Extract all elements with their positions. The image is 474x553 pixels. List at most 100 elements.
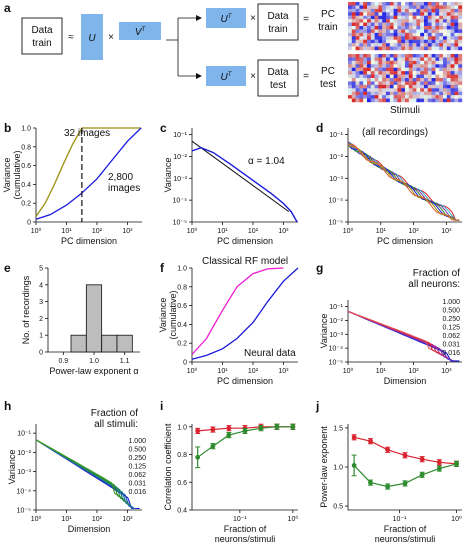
y-tick-label: 10⁻² [17,450,31,457]
y-tick-label: 10⁻² [329,154,343,161]
heatmap-cell [412,57,417,62]
heatmap-cell [416,84,421,89]
y-tick-label: 10⁻⁵ [17,508,31,515]
heatmap-cell [351,78,356,82]
heatmap-cell [416,91,421,96]
heatmap-cell [416,8,421,13]
heatmap-cell [374,71,379,75]
heatmap-cell [439,15,444,20]
fraction-curve [35,439,122,498]
heatmap-cell [374,22,379,27]
heatmap-cell [378,22,383,27]
heatmap-cell [412,54,417,58]
heatmap-cell [348,60,352,65]
heatmap-cell [424,67,428,72]
y-tick-label: 0.6 [21,163,31,170]
heatmap-cell [412,29,417,34]
heatmap-cell [393,29,398,34]
heatmap-cell [351,74,356,79]
heatmap-cell [458,8,463,13]
heatmap-cell [374,19,379,23]
heatmap-cell [359,39,364,44]
arrow-bottom [196,73,202,79]
heatmap-cell [439,36,444,40]
heatmap-cell [405,84,409,89]
heatmap-cell [405,88,409,92]
heatmap-cell [443,29,447,34]
heatmap-cell [401,57,406,62]
heatmap-cell [351,91,356,96]
heatmap-cell [424,43,428,47]
heatmap-cell [378,39,383,44]
heatmap-cell [370,5,375,10]
heatmap-cell [359,81,364,86]
annotation-32-images: 32 images [64,128,110,139]
heatmap-cell [435,39,440,44]
heatmap-cell [450,95,455,99]
axes-b: 10⁰ 10¹ 10² 10³ 0 0.2 0.4 0.6 0.8 1.0 PC dimension… [2,126,142,246]
heatmap-cell [427,32,432,37]
series-line-magenta [191,267,284,355]
heatmap-cell [405,91,409,96]
heatmap-cell [405,54,409,58]
heatmap-cell [408,84,413,89]
fraction-curve [35,439,134,509]
heatmap-cell [382,74,387,79]
heatmap-cell [454,95,459,99]
heatmap-cell [424,26,428,30]
heatmap-cell [363,64,368,68]
heatmap-cell [386,57,390,62]
data-train2-line2: train [268,24,287,35]
heatmap-cell [359,36,364,40]
y-tick-label: 0.8 [177,284,187,291]
heatmap-cell [378,91,383,96]
data-test-line2: test [270,80,286,91]
x-tick-label: 1.0 [89,358,99,365]
heatmap-cell [443,74,447,79]
heatmap-cell [420,67,425,72]
heatmap-cell [443,57,447,62]
heatmap-cell [378,5,383,10]
heatmap-cell [348,64,352,68]
heatmap-cell [367,57,371,62]
data-point [226,425,232,431]
heatmap-cell [370,71,375,75]
heatmap-cell [370,98,375,103]
heatmap-cell [374,15,379,20]
heatmap-cell [378,2,383,6]
heatmap-cell [378,84,383,89]
x-tick-label: 10¹ [376,368,387,375]
x-tick-label: 10⁰ [187,367,198,375]
data-point [454,461,459,467]
y-tick-label: 10⁻³ [17,469,31,476]
heatmap-cell [443,88,447,92]
heatmap-cell [446,81,451,86]
heatmap-cell [363,78,368,82]
heatmap-cell [386,91,390,96]
heatmap-cell [397,32,402,37]
heatmap-cell [412,88,417,92]
vt-label: VT [135,27,147,38]
heatmap-cell [363,46,368,51]
x-tick-label: 10⁰ [288,515,299,523]
y-tick-label: 0.4 [177,508,187,515]
heatmap-cell [405,15,409,20]
heatmap-cell [386,22,390,27]
heatmap-cell [389,67,394,72]
x-axis-label: Fraction of neurons/stimuli [215,524,276,544]
heatmap-cell [401,29,406,34]
heatmap-cell [370,2,375,6]
heatmap-cell [367,8,371,13]
heatmap-cell [363,22,368,27]
heatmap-cell [370,12,375,16]
y-tick-label: 10⁻¹ [173,132,187,139]
heatmap-cell [386,26,390,30]
panel-a: a Data train ≈ U × VT UT × Data train = … [4,1,463,116]
heatmap-cell [370,32,375,37]
heatmap-cell [439,67,444,72]
data-point [436,459,442,465]
heatmap-cell [439,88,444,92]
heatmap-cell [443,60,447,65]
heatmap-cell [378,46,383,51]
